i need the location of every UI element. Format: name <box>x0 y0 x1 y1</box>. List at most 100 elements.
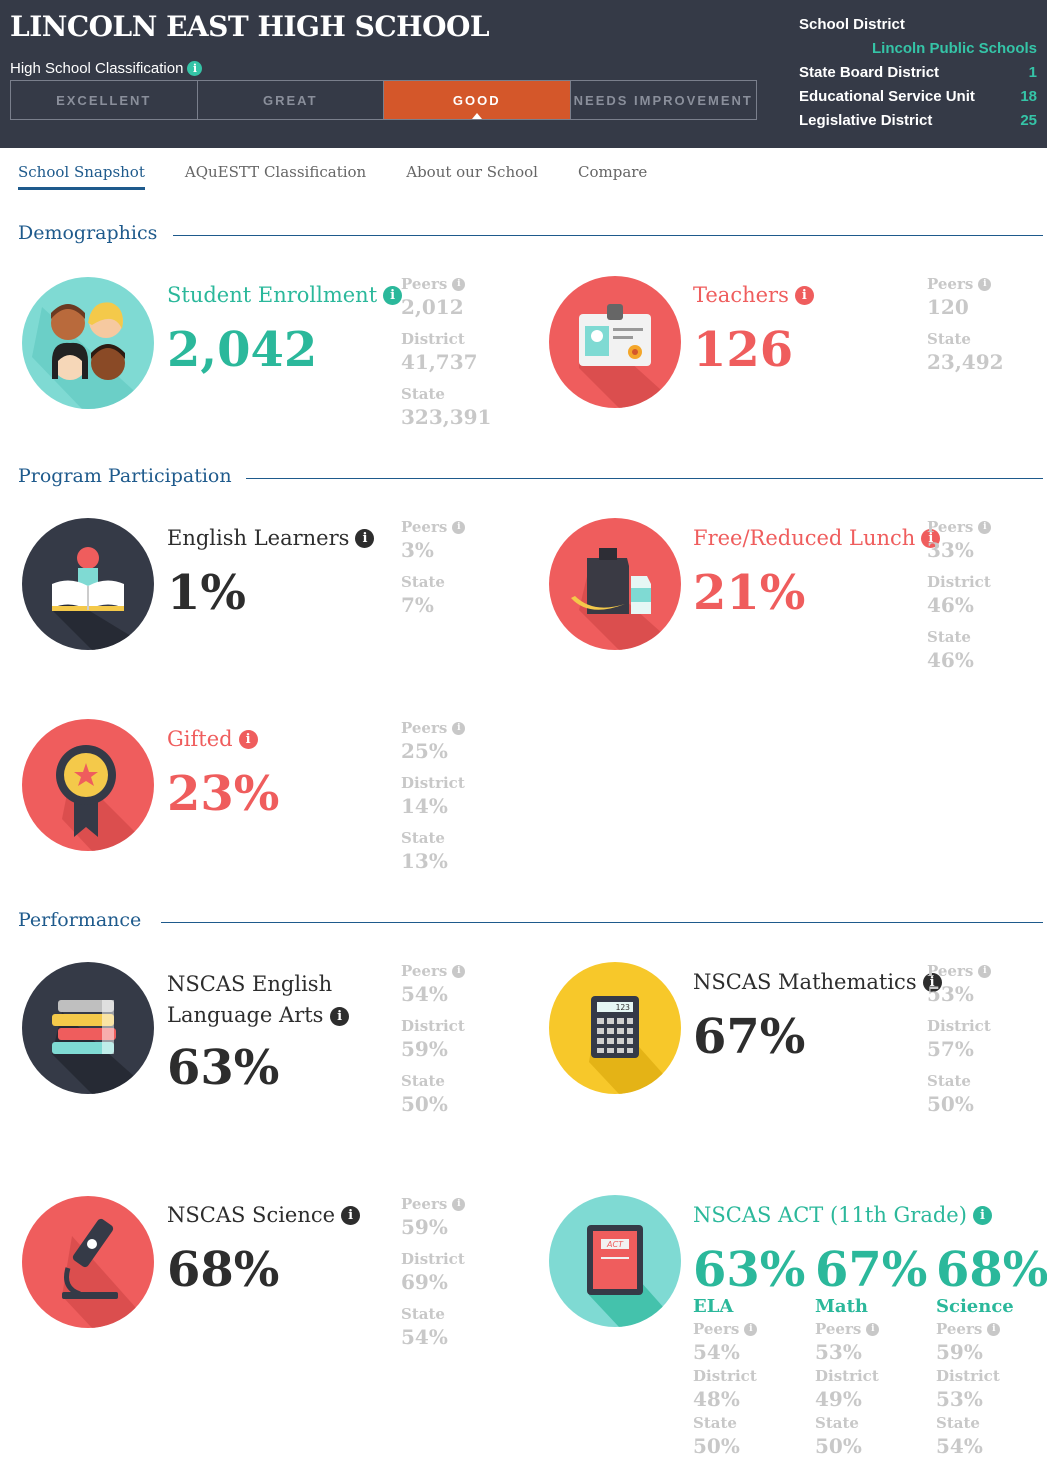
lunch-label-text: Free/Reduced Lunch <box>693 526 916 550</box>
act-ela-comparison: Peers i 54% District 48% State 50% <box>693 1320 805 1461</box>
info-icon[interactable]: i <box>978 520 992 534</box>
info-icon[interactable]: i <box>187 61 203 76</box>
lunch-state-value: 46% <box>927 648 974 672</box>
math-label: NSCAS Mathematics i <box>693 970 942 994</box>
info-icon[interactable]: i <box>866 1322 880 1336</box>
lunch-comparison: Peers i 33% District 46% State 46% <box>927 518 992 683</box>
info-icon[interactable]: i <box>921 528 941 548</box>
info-icon[interactable]: i <box>987 1322 1001 1336</box>
section-program-participation: Program Participation <box>18 465 232 487</box>
act-math-peers-value: 53% <box>815 1340 862 1364</box>
state-label: State <box>815 1414 859 1432</box>
info-icon[interactable]: i <box>383 285 403 305</box>
district-label: District <box>401 330 465 348</box>
state-board-value: 1 <box>1028 63 1037 81</box>
act-book-label: ACT <box>606 1240 624 1249</box>
act-ela-peers-value: 54% <box>693 1340 740 1364</box>
district-info: School District Lincoln Public Schools S… <box>799 12 1037 132</box>
science-state-value: 54% <box>401 1325 448 1349</box>
classification-great[interactable]: GREAT <box>198 81 384 119</box>
district-label: School District <box>799 15 905 33</box>
math-district-value: 57% <box>927 1037 974 1061</box>
info-icon[interactable]: i <box>330 1007 350 1026</box>
info-icon[interactable]: i <box>341 1205 361 1225</box>
ela-label-line2: Language Arts <box>167 1003 324 1027</box>
peers-label: Peers i <box>927 518 992 536</box>
district-value-row: Lincoln Public Schools <box>799 36 1037 60</box>
peers-label-text: Peers <box>927 518 974 536</box>
state-board-label: State Board District <box>799 63 940 81</box>
act-math-value: 67% <box>815 1242 928 1298</box>
tab-about-our-school[interactable]: About our School <box>406 163 538 181</box>
info-icon[interactable]: i <box>238 729 258 749</box>
tab-school-snapshot[interactable]: School Snapshot <box>18 163 145 190</box>
section-divider <box>161 922 1043 923</box>
info-icon[interactable]: i <box>355 528 375 548</box>
science-peers-value: 59% <box>401 1215 448 1239</box>
info-icon[interactable]: i <box>794 285 814 305</box>
reading-icon <box>22 518 154 650</box>
act-book-icon: ACT <box>549 1195 681 1327</box>
math-label-text: NSCAS Mathematics <box>693 970 917 994</box>
gifted-value: 23% <box>167 766 280 822</box>
info-icon[interactable]: i <box>744 1322 758 1336</box>
science-value: 68% <box>167 1242 280 1298</box>
classification-excellent[interactable]: EXCELLENT <box>11 81 198 119</box>
info-icon[interactable]: i <box>972 1205 992 1225</box>
teachers-label: Teachers i <box>693 283 814 307</box>
teachers-value: 126 <box>693 322 794 378</box>
ela-label: NSCAS English Language Arts i <box>167 969 387 1031</box>
microscope-icon <box>22 1196 154 1328</box>
info-icon[interactable]: i <box>978 277 992 291</box>
teachers-label-text: Teachers <box>693 283 789 307</box>
lunch-label: Free/Reduced Lunch i <box>693 526 941 550</box>
english-learners-label: English Learners i <box>167 526 375 550</box>
act-math-column: 67% Math Peers i 53% District 49% State 5… <box>815 1244 927 1461</box>
gifted-district-value: 14% <box>401 794 448 818</box>
state-label: State <box>401 385 445 403</box>
act-ela-state-value: 50% <box>693 1434 740 1458</box>
info-icon[interactable]: i <box>452 721 466 735</box>
classification-needs-improvement[interactable]: NEEDS IMPROVEMENT <box>573 92 753 108</box>
peers-label-text: Peers <box>401 275 448 293</box>
peers-label: Peers i <box>936 1320 1047 1338</box>
section-performance: Performance <box>18 909 142 931</box>
section-divider <box>246 478 1043 479</box>
classification-good[interactable]: GOOD <box>384 81 571 119</box>
peers-label: Peers i <box>815 1320 927 1338</box>
enrollment-label: Student Enrollment i <box>167 283 403 307</box>
info-icon[interactable]: i <box>452 277 466 291</box>
ela-peers-value: 54% <box>401 982 448 1006</box>
act-science-comparison: Peers i 59% District 53% State 54% <box>936 1320 1047 1461</box>
act-math-district-value: 49% <box>815 1387 862 1411</box>
tab-compare[interactable]: Compare <box>577 163 648 181</box>
science-label: NSCAS Science i <box>167 1203 361 1227</box>
info-icon[interactable]: i <box>452 964 466 978</box>
section-divider <box>173 235 1043 236</box>
enrollment-comparison: Peers i 2,012 District 41,737 State 323,3… <box>401 275 491 440</box>
district-value[interactable]: Lincoln Public Schools <box>871 39 1037 57</box>
award-icon <box>22 719 154 851</box>
info-icon[interactable]: i <box>978 964 992 978</box>
gifted-comparison: Peers i 25% District 14% State 13% <box>401 719 466 884</box>
peers-label-text: Peers <box>401 719 448 737</box>
state-label: State <box>693 1414 737 1432</box>
info-icon[interactable]: i <box>452 520 466 534</box>
math-peers-value: 53% <box>927 982 974 1006</box>
enrollment-district-value: 41,737 <box>401 350 478 374</box>
lunch-value: 21% <box>693 565 806 621</box>
peers-label-text: Peers <box>927 275 974 293</box>
tab-aquestt-classification[interactable]: AQuESTT Classification <box>184 163 367 181</box>
math-comparison: Peers i 53% District 57% State 50% <box>927 962 992 1127</box>
english-learners-comparison: Peers i 3% State 7% <box>401 518 466 628</box>
peers-label-text: Peers <box>401 962 448 980</box>
peers-label-text: Peers <box>401 518 448 536</box>
peers-label: Peers i <box>693 1320 805 1338</box>
district-label: District <box>927 1017 991 1035</box>
state-label: State <box>401 1072 445 1090</box>
info-icon[interactable]: i <box>922 972 942 992</box>
act-ela-value: 63% <box>693 1242 806 1298</box>
district-label: District <box>693 1367 757 1385</box>
act-science-column: 68% Science Peers i 59% District 53% Stat… <box>936 1244 1047 1461</box>
info-icon[interactable]: i <box>452 1197 466 1211</box>
